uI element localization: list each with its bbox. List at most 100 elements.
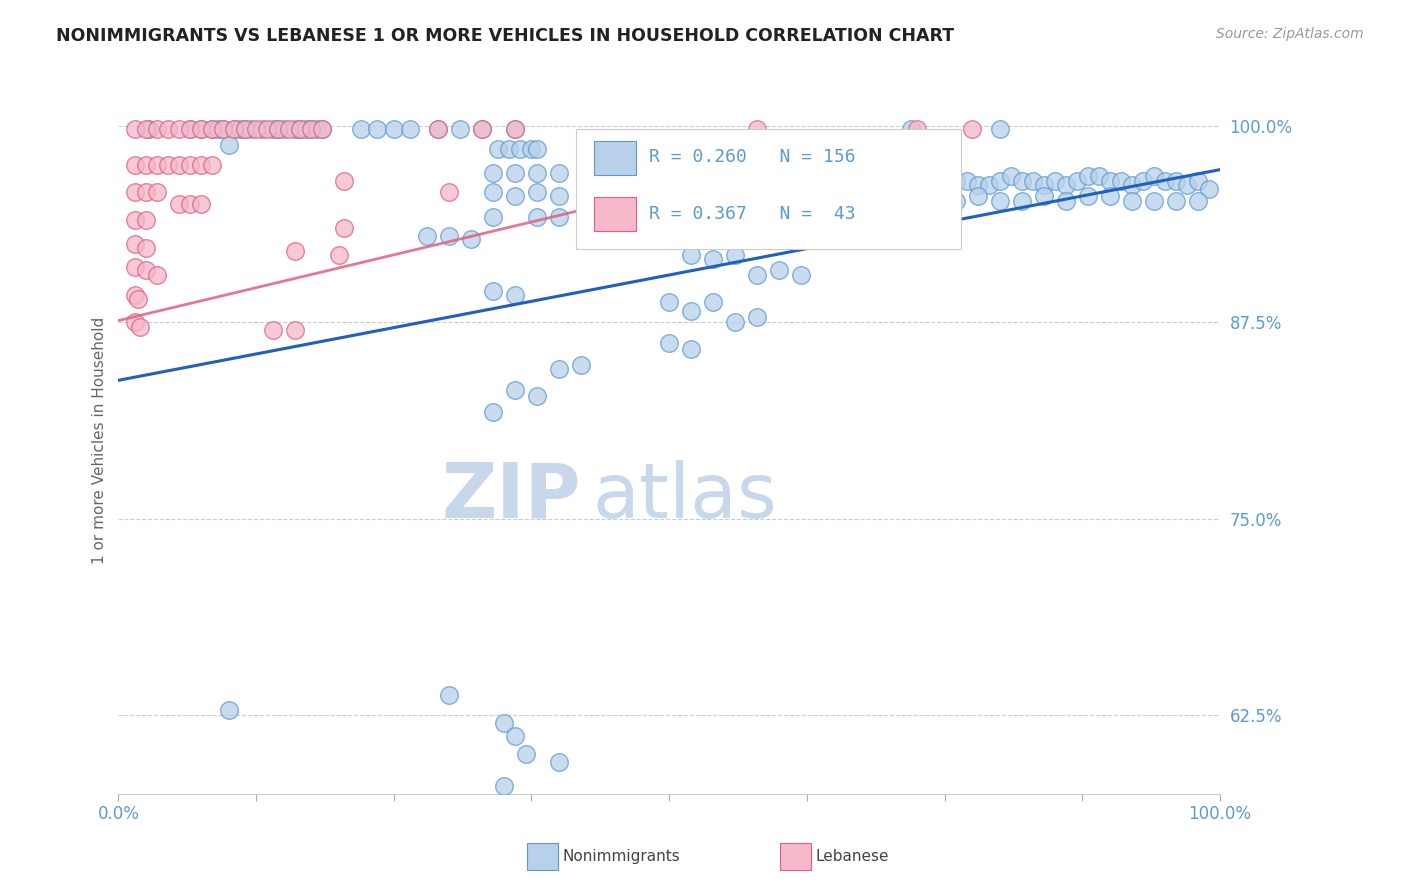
Point — [124, 213, 146, 227]
Point — [1121, 178, 1143, 193]
Point — [267, 121, 290, 136]
Point — [702, 210, 724, 224]
Point — [702, 294, 724, 309]
Point — [482, 166, 505, 180]
Point — [498, 142, 520, 156]
Point — [735, 166, 758, 180]
Point — [437, 228, 460, 243]
Point — [1175, 178, 1198, 193]
Point — [294, 121, 316, 136]
Point — [856, 210, 879, 224]
Point — [437, 688, 460, 702]
Point — [768, 263, 790, 277]
Point — [233, 121, 256, 136]
Text: R = 0.367   N =  43: R = 0.367 N = 43 — [650, 204, 856, 223]
Point — [233, 121, 256, 136]
Point — [278, 121, 301, 136]
Point — [328, 247, 350, 261]
Point — [262, 323, 284, 337]
Point — [922, 178, 945, 193]
Point — [222, 121, 245, 136]
Point — [135, 121, 157, 136]
Point — [146, 185, 169, 199]
Point — [124, 185, 146, 199]
Point — [124, 121, 146, 136]
Point — [879, 194, 901, 208]
Point — [813, 174, 835, 188]
Point — [135, 263, 157, 277]
Point — [1187, 174, 1209, 188]
Point — [724, 210, 747, 224]
Point — [201, 121, 224, 136]
Point — [548, 756, 571, 770]
Point — [768, 210, 790, 224]
Point — [135, 213, 157, 227]
Point — [747, 205, 769, 219]
Point — [426, 121, 449, 136]
Point — [1077, 189, 1099, 203]
Point — [1198, 181, 1220, 195]
Point — [945, 174, 967, 188]
Point — [333, 174, 356, 188]
Point — [179, 121, 201, 136]
Point — [190, 121, 212, 136]
Point — [212, 121, 235, 136]
Point — [156, 158, 179, 172]
Point — [218, 703, 240, 717]
Point — [482, 185, 505, 199]
Point — [569, 358, 592, 372]
Point — [460, 232, 482, 246]
Point — [636, 194, 658, 208]
Point — [960, 121, 983, 136]
Point — [934, 169, 956, 183]
Point — [239, 121, 262, 136]
Point — [1054, 178, 1077, 193]
Point — [124, 315, 146, 329]
Point — [526, 389, 548, 403]
Point — [790, 268, 813, 282]
Point — [201, 158, 224, 172]
Point — [1066, 174, 1088, 188]
Point — [592, 194, 614, 208]
Point — [503, 166, 526, 180]
Point — [690, 174, 713, 188]
Point — [135, 158, 157, 172]
Point — [658, 228, 681, 243]
Point — [366, 121, 388, 136]
Point — [681, 247, 703, 261]
Point — [482, 284, 505, 298]
Point — [482, 210, 505, 224]
Point — [284, 244, 307, 259]
FancyBboxPatch shape — [575, 128, 962, 249]
Point — [1000, 169, 1022, 183]
Point — [190, 158, 212, 172]
Point — [201, 121, 224, 136]
Point — [702, 194, 724, 208]
Point — [167, 158, 190, 172]
Point — [747, 121, 769, 136]
Text: atlas: atlas — [592, 459, 778, 533]
Point — [658, 169, 681, 183]
Point — [1098, 174, 1121, 188]
Point — [124, 236, 146, 251]
Text: NONIMMIGRANTS VS LEBANESE 1 OR MORE VEHICLES IN HOUSEHOLD CORRELATION CHART: NONIMMIGRANTS VS LEBANESE 1 OR MORE VEHI… — [56, 27, 955, 45]
Point — [437, 185, 460, 199]
Point — [190, 121, 212, 136]
Point — [311, 121, 333, 136]
Point — [592, 210, 614, 224]
Point — [350, 121, 373, 136]
Point — [1032, 189, 1054, 203]
Point — [790, 178, 813, 193]
Point — [471, 121, 494, 136]
Point — [124, 260, 146, 274]
Point — [548, 166, 571, 180]
Point — [492, 779, 515, 793]
Point — [426, 121, 449, 136]
Point — [724, 178, 747, 193]
Point — [273, 121, 295, 136]
Point — [614, 189, 637, 203]
Point — [167, 121, 190, 136]
Point — [222, 121, 245, 136]
Text: Nonimmigrants: Nonimmigrants — [562, 849, 681, 863]
Point — [526, 210, 548, 224]
